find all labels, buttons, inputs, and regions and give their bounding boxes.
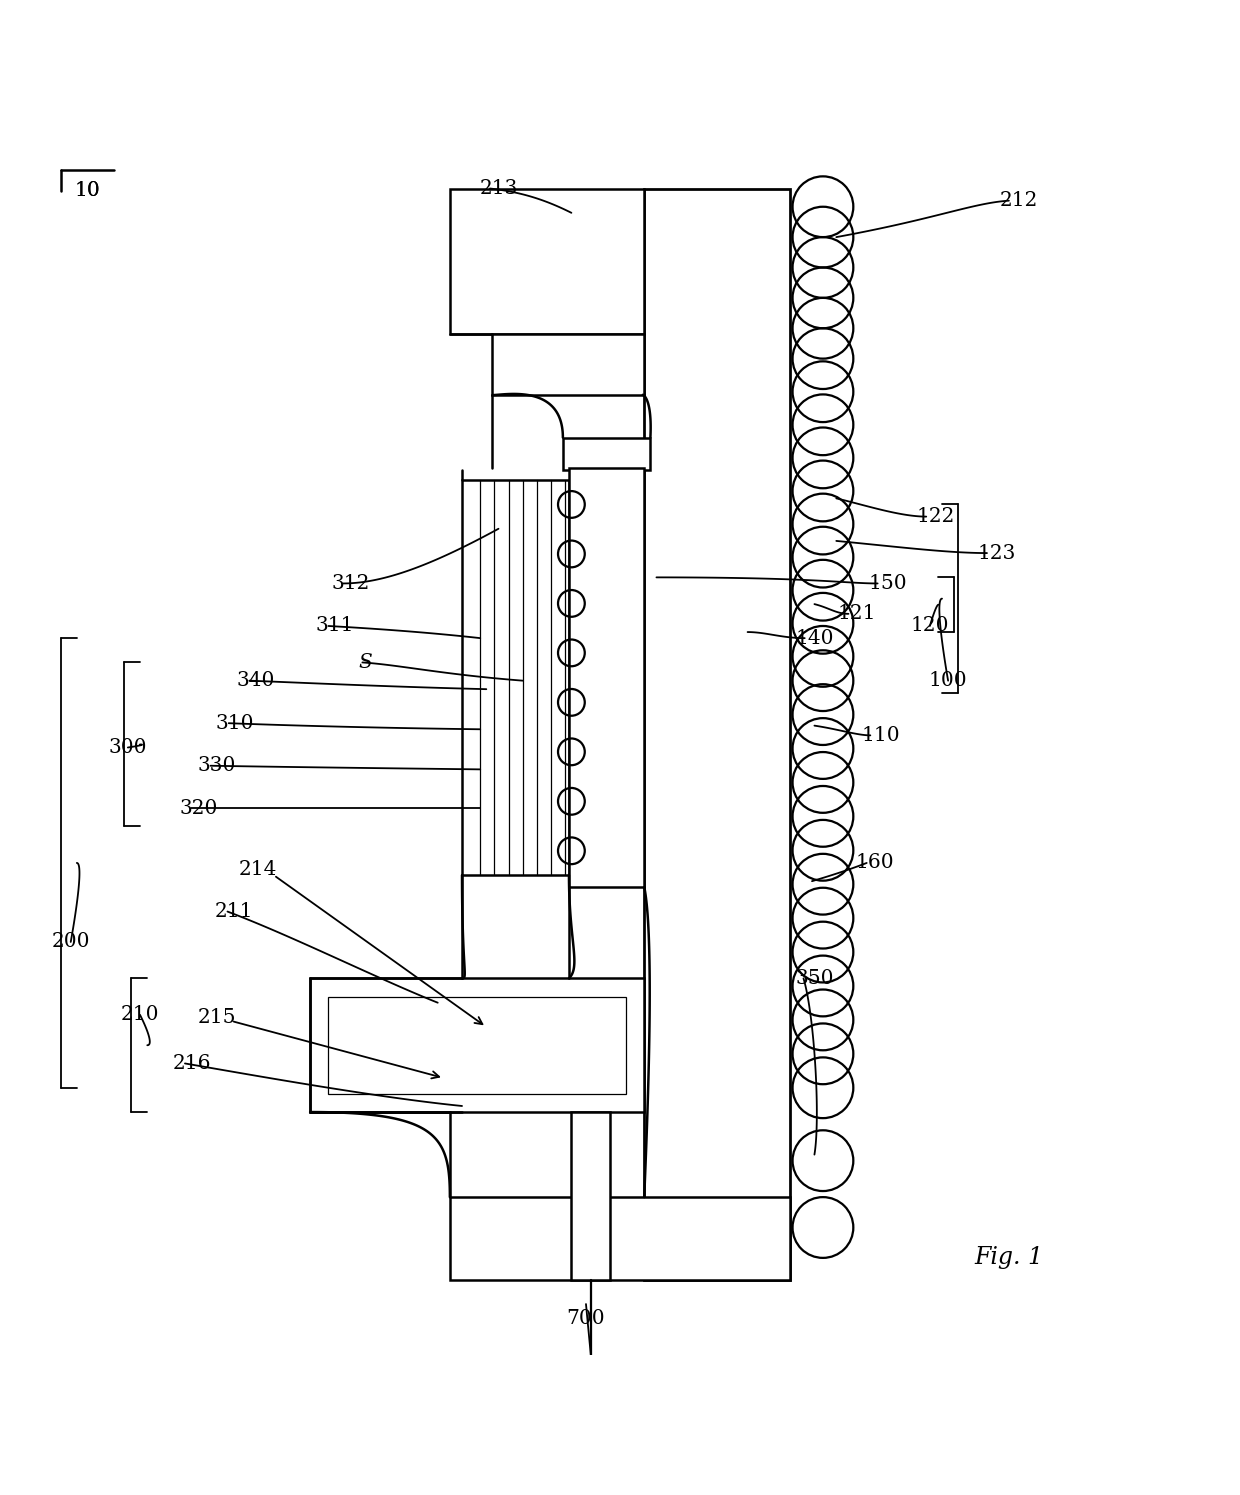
Text: 212: 212 — [999, 191, 1038, 211]
Text: 214: 214 — [238, 860, 277, 879]
Bar — [450, 188, 645, 335]
Bar — [645, 188, 790, 1280]
Text: 160: 160 — [856, 854, 894, 873]
Text: 10: 10 — [74, 181, 100, 200]
Text: 320: 320 — [179, 798, 217, 818]
Text: S: S — [358, 653, 372, 671]
Text: 120: 120 — [910, 616, 949, 635]
Text: 122: 122 — [916, 507, 955, 526]
Text: 110: 110 — [862, 727, 900, 745]
Bar — [463, 480, 569, 875]
Text: 340: 340 — [237, 671, 274, 691]
Text: Fig. 1: Fig. 1 — [975, 1247, 1043, 1269]
Text: 100: 100 — [929, 671, 967, 691]
Text: 140: 140 — [795, 628, 833, 647]
Text: 300: 300 — [109, 739, 148, 756]
Bar — [492, 335, 645, 395]
Text: 310: 310 — [216, 713, 254, 733]
Text: 330: 330 — [197, 756, 236, 776]
Text: 311: 311 — [315, 616, 353, 635]
Bar — [329, 997, 626, 1094]
Text: 213: 213 — [480, 179, 517, 197]
Text: 10: 10 — [74, 181, 100, 200]
Bar — [310, 978, 645, 1112]
Text: 150: 150 — [868, 574, 906, 594]
Text: 123: 123 — [977, 544, 1016, 562]
Text: 350: 350 — [795, 969, 833, 988]
Text: 121: 121 — [838, 604, 877, 623]
Text: 200: 200 — [52, 933, 91, 951]
Bar — [569, 468, 645, 887]
Bar — [450, 1197, 790, 1280]
Text: 312: 312 — [331, 574, 370, 594]
Text: 211: 211 — [215, 901, 253, 921]
Text: 210: 210 — [120, 1005, 159, 1024]
Text: 216: 216 — [174, 1054, 212, 1073]
Text: 700: 700 — [567, 1310, 605, 1328]
Bar — [563, 438, 650, 471]
Text: 215: 215 — [197, 1008, 236, 1027]
Bar — [572, 1112, 610, 1280]
